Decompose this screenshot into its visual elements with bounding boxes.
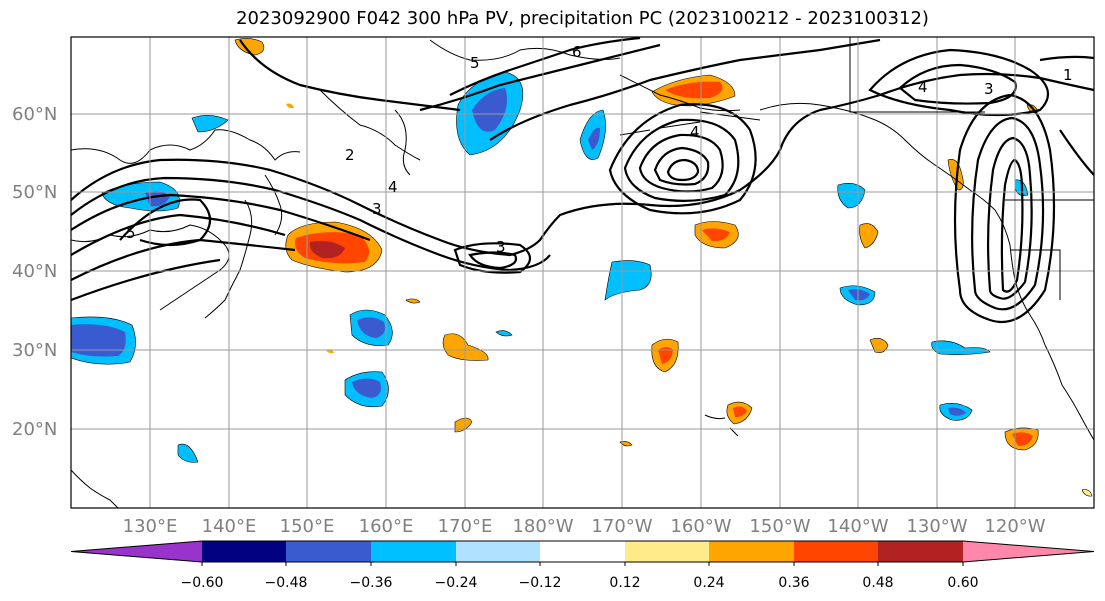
map-background — [71, 37, 1094, 508]
lat-label: 50°N — [12, 182, 57, 203]
contour-label: 4 — [918, 78, 928, 96]
colorbar-tick-label: 0.60 — [947, 575, 978, 591]
lat-label: 30°N — [12, 340, 57, 361]
colorbar-segment — [202, 541, 286, 562]
contour-label: 2 — [345, 146, 355, 164]
graticule — [71, 37, 1094, 508]
contour-label: 4 — [690, 123, 700, 141]
contour-labels: 5 2 4 3 3 4 6 5 3 1 4 — [126, 43, 1073, 256]
colorbar-segment — [709, 541, 794, 562]
colorbar-segment — [286, 541, 371, 562]
lat-label: 60°N — [12, 104, 57, 125]
pv-contours — [71, 37, 1094, 324]
contour-label: 5 — [126, 224, 136, 242]
lon-label: 150°W — [749, 516, 810, 537]
longitude-labels: 130°E 140°E 150°E 160°E 170°E 180°W 170°… — [123, 516, 1046, 537]
lon-label: 180°W — [512, 516, 573, 537]
colorbar-extension-low — [71, 541, 202, 562]
lon-label: 130°W — [906, 516, 967, 537]
contour-label: 3 — [496, 238, 506, 256]
colorbar-segment — [540, 541, 625, 562]
colorbar-segment — [456, 541, 540, 562]
political-borders — [849, 37, 1094, 300]
colorbar-segment — [794, 541, 878, 562]
contour-label: 3 — [984, 80, 994, 98]
colorbar-tick-label: −0.48 — [265, 575, 308, 591]
colorbar — [70, 540, 1095, 563]
lon-label: 130°E — [123, 516, 178, 537]
colorbar-tick-label: −0.36 — [350, 575, 393, 591]
contour-label: 3 — [372, 200, 382, 218]
colorbar-tick-label: 0.24 — [693, 575, 724, 591]
lon-label: 140°W — [827, 516, 888, 537]
coastlines — [71, 39, 1094, 508]
lat-label: 40°N — [12, 261, 57, 282]
contour-label: 5 — [470, 54, 480, 72]
contour-label: 1 — [1063, 66, 1073, 84]
colorbar-tick-label: −0.12 — [519, 575, 562, 591]
lon-label: 170°E — [438, 516, 493, 537]
colorbar-tick-label: −0.24 — [435, 575, 478, 591]
lon-label: 170°W — [591, 516, 652, 537]
map-title: 2023092900 F042 300 hPa PV, precipitatio… — [236, 8, 929, 29]
colorbar-tick-label: 0.48 — [862, 575, 893, 591]
colorbar-tick-labels: −0.60 −0.48 −0.36 −0.24 −0.12 0.12 0.24 0.36 0.4… — [181, 562, 979, 591]
colorbar-tick-label: 0.36 — [778, 575, 809, 591]
colorbar-segment — [625, 541, 709, 562]
lon-label: 140°E — [202, 516, 257, 537]
colorbar-segment — [878, 541, 963, 562]
contour-label: 6 — [572, 43, 582, 61]
lon-label: 120°W — [984, 516, 1045, 537]
lon-label: 160°E — [359, 516, 414, 537]
lon-label: 160°W — [670, 516, 731, 537]
lat-label: 20°N — [12, 419, 57, 440]
latitude-labels: 60°N 50°N 40°N 30°N 20°N — [12, 104, 57, 440]
colorbar-tick-label: −0.60 — [181, 575, 224, 591]
map-frame — [70, 36, 1095, 509]
lon-label: 150°E — [280, 516, 335, 537]
colorbar-segment — [371, 541, 456, 562]
contour-label: 4 — [388, 178, 398, 196]
colorbar-extension-high — [963, 541, 1094, 562]
colorbar-tick-label: 0.12 — [609, 575, 640, 591]
